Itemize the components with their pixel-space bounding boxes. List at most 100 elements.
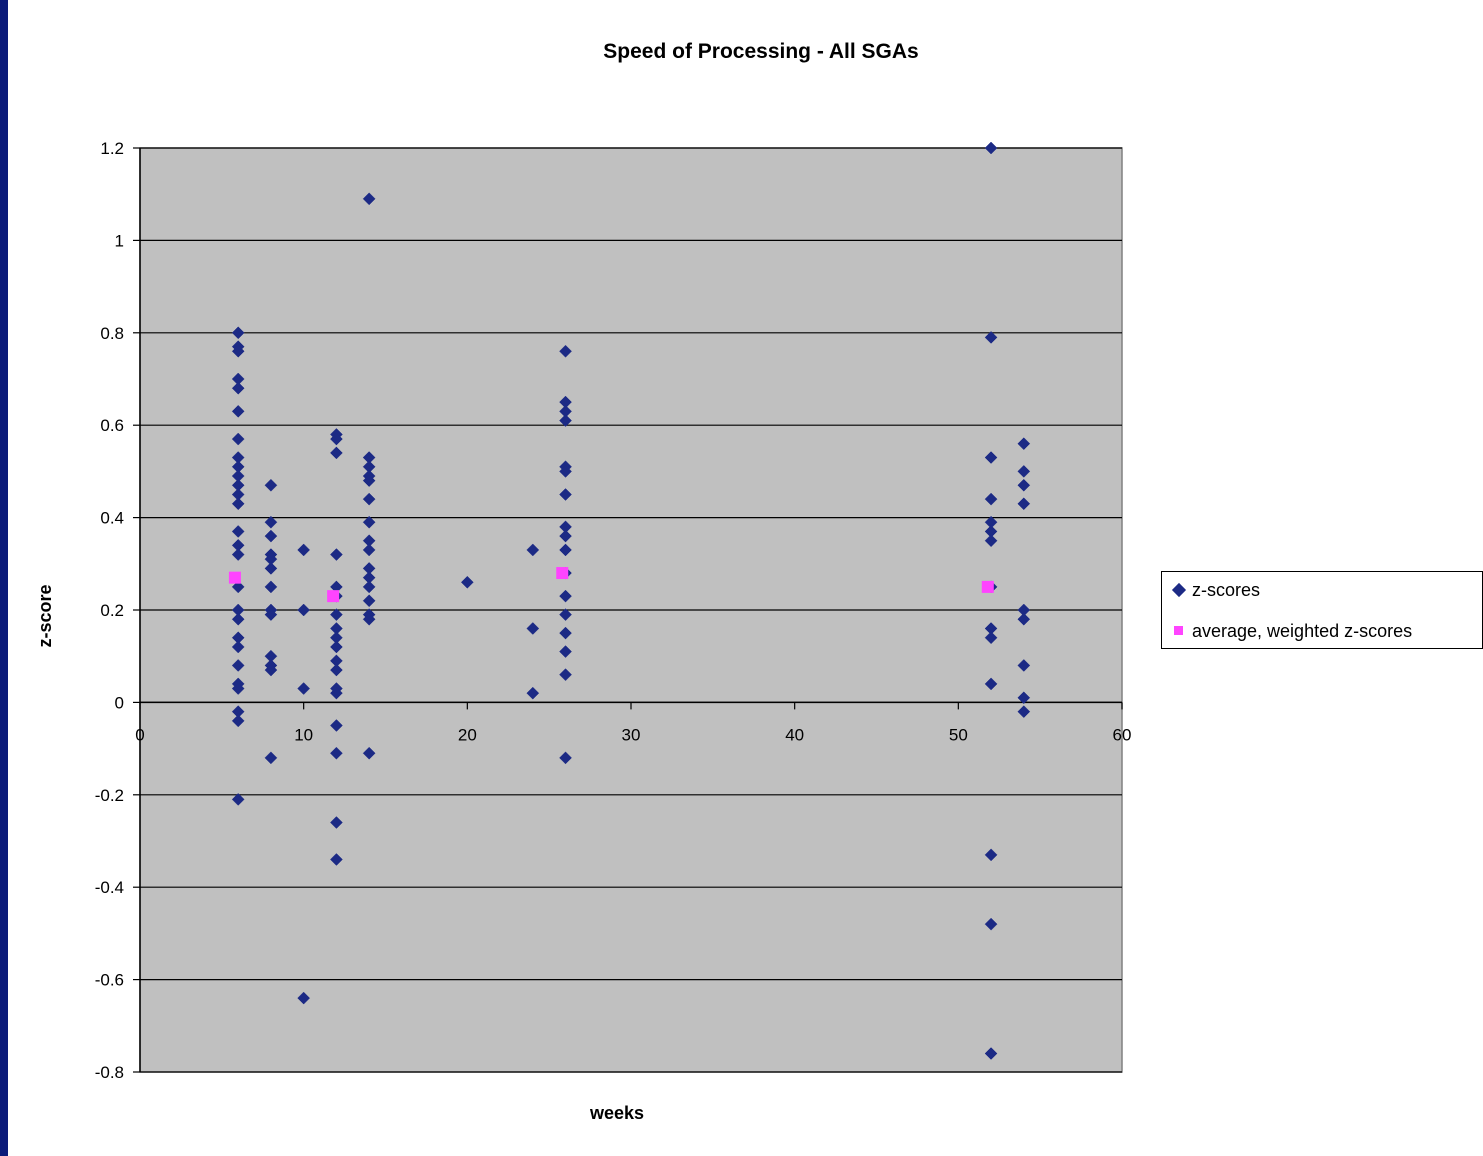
y-tick-label: -0.8 xyxy=(95,1063,124,1082)
z-score-point xyxy=(1017,465,1031,478)
z-score-point xyxy=(264,562,278,575)
z-score-point xyxy=(362,192,376,206)
z-score-point xyxy=(264,580,278,594)
z-score-point xyxy=(1017,659,1031,672)
z-score-point xyxy=(231,381,245,395)
z-score-point xyxy=(264,529,278,543)
z-score-point xyxy=(984,451,998,464)
y-tick-label: -0.2 xyxy=(95,786,124,805)
z-score-point xyxy=(984,848,998,862)
z-score-point xyxy=(231,432,245,446)
average-point xyxy=(556,567,569,580)
z-score-point xyxy=(559,465,572,478)
z-score-point xyxy=(362,594,376,608)
z-score-point xyxy=(984,1047,998,1060)
z-score-point xyxy=(984,917,998,931)
x-tick-label: 40 xyxy=(785,725,804,744)
z-score-point xyxy=(231,344,245,358)
z-score-point xyxy=(559,645,572,658)
z-score-point xyxy=(526,686,540,700)
z-score-point xyxy=(264,478,278,492)
y-tick-label: -0.6 xyxy=(95,971,124,990)
z-score-point xyxy=(231,548,245,561)
x-tick-label: 30 xyxy=(622,725,641,744)
z-score-point xyxy=(231,497,245,511)
y-tick-label: 1.2 xyxy=(100,139,124,158)
z-score-point xyxy=(559,529,572,543)
z-score-point xyxy=(362,746,376,760)
z-score-point xyxy=(231,640,245,654)
z-score-point xyxy=(330,446,343,460)
z-score-point xyxy=(330,640,343,654)
z-score-point xyxy=(330,746,343,760)
legend: z-scores average, weighted z-scores xyxy=(1161,571,1483,649)
y-tick-label: 0.4 xyxy=(100,509,124,528)
y-tick-label: 0 xyxy=(115,693,124,712)
z-score-point xyxy=(362,492,376,506)
z-score-point xyxy=(984,141,998,155)
y-axis-label: z-score xyxy=(35,584,55,647)
average-point xyxy=(327,590,340,603)
y-tick-label: 0.8 xyxy=(100,324,124,343)
z-score-point xyxy=(559,626,572,640)
z-score-point xyxy=(984,331,998,344)
z-score-point xyxy=(297,603,311,617)
gridlines xyxy=(133,147,1122,1073)
x-tick-label: 10 xyxy=(294,725,313,744)
z-score-point xyxy=(330,432,343,446)
z-score-point xyxy=(984,492,998,506)
z-score-point xyxy=(231,682,245,695)
z-score-point xyxy=(362,515,376,529)
z-score-point xyxy=(330,548,343,561)
square-marker-icon xyxy=(1172,624,1186,638)
z-score-point xyxy=(330,663,343,677)
z-score-point xyxy=(984,534,998,548)
z-score-point xyxy=(330,686,343,700)
x-tick-label: 0 xyxy=(135,725,144,744)
z-score-point xyxy=(526,543,540,557)
z-score-point xyxy=(559,543,572,557)
z-score-point xyxy=(330,853,343,866)
legend-label: z-scores xyxy=(1192,579,1261,600)
z-score-point xyxy=(1017,612,1031,626)
z-score-point xyxy=(526,622,540,635)
z-score-point xyxy=(264,663,278,677)
z-score-point xyxy=(1017,497,1031,511)
z-score-point xyxy=(231,793,245,806)
x-tick-label: 60 xyxy=(1113,725,1132,744)
z-score-point xyxy=(362,612,376,626)
z-score-point xyxy=(362,580,376,594)
average-point xyxy=(981,580,994,593)
y-tick-labels: -0.8 -0.6 -0.4 -0.2 0 0.2 0.4 0.6 0.8 1 1.2 xyxy=(95,139,124,1082)
z-score-point xyxy=(559,488,572,501)
z-score-point xyxy=(231,525,245,538)
z-score-point xyxy=(460,575,474,589)
scatter-chart: Speed of Processing - All SGAs -0.8-0.6-… xyxy=(35,40,1132,1123)
diamond-marker-icon xyxy=(1171,582,1187,598)
chart-frame: Speed of Processing - All SGAs -0.8 -0.6-… xyxy=(8,0,1483,1156)
z-score-point xyxy=(559,414,572,427)
z-score-point xyxy=(264,608,278,621)
z-score-point xyxy=(330,719,343,732)
y-tick-label: 0.2 xyxy=(100,601,124,620)
y-tick-label: -0.4 xyxy=(95,878,124,897)
z-score-point xyxy=(559,751,572,765)
chart-title: Speed of Processing - All SGAs xyxy=(603,40,918,63)
z-score-point xyxy=(559,668,572,682)
y-tick-label: 0.6 xyxy=(100,416,124,435)
z-score-point xyxy=(984,631,998,645)
z-score-point xyxy=(297,543,311,557)
y-tick-label: 1 xyxy=(115,231,124,250)
z-score-point xyxy=(559,608,572,621)
z-score-point xyxy=(231,659,245,672)
z-score-point xyxy=(264,515,278,529)
legend-item-average: average, weighted z-scores xyxy=(1172,619,1412,643)
x-tick-label: 20 xyxy=(458,725,477,744)
z-score-point xyxy=(1017,478,1031,492)
z-score-point xyxy=(559,344,572,358)
z-score-point xyxy=(231,404,245,418)
z-score-point xyxy=(1017,437,1031,451)
z-score-point xyxy=(297,991,311,1005)
average-point xyxy=(228,571,241,584)
z-score-point xyxy=(297,682,311,695)
